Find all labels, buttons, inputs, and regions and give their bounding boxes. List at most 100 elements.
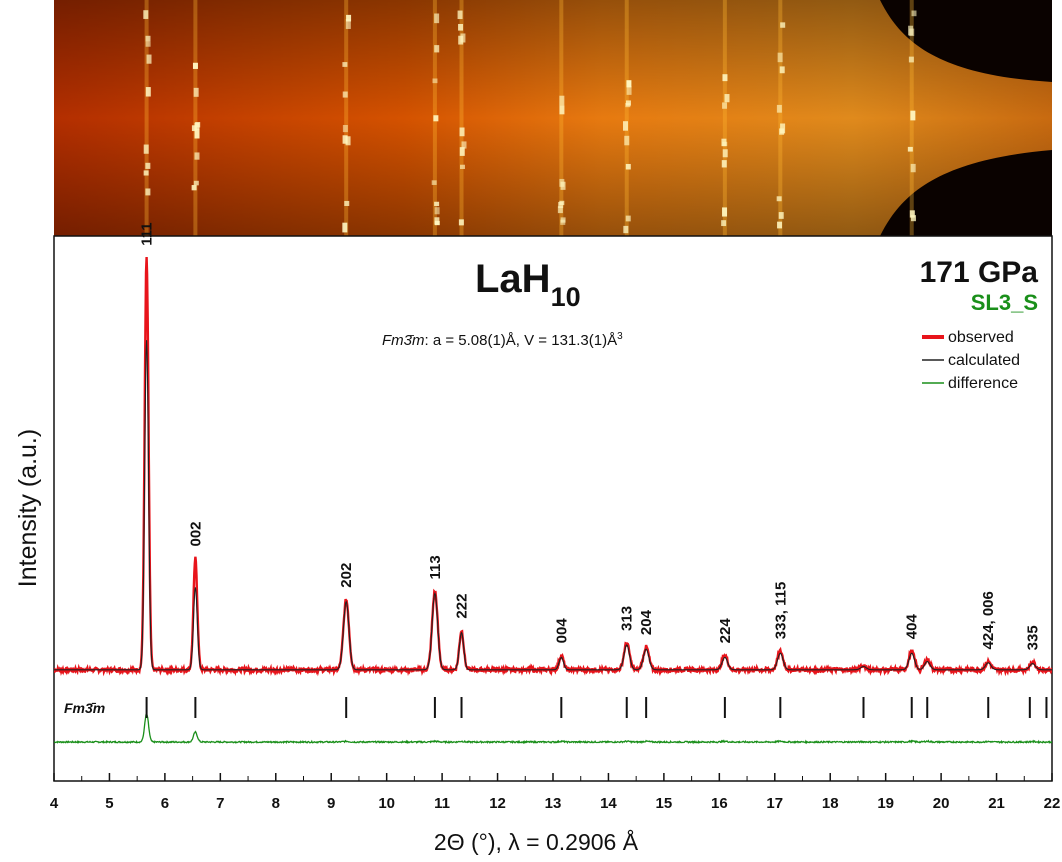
- diffraction-spot: [778, 212, 784, 219]
- series-difference-line: [54, 712, 1052, 745]
- detector-image: [54, 0, 1052, 236]
- peak-label: 113: [427, 555, 444, 579]
- diffraction-spot: [194, 122, 200, 130]
- peak-label: 404: [904, 614, 921, 640]
- diffraction-spot: [459, 147, 465, 156]
- diffraction-spot: [145, 87, 151, 97]
- diffraction-spot: [623, 121, 629, 131]
- diffraction-spot: [143, 170, 149, 176]
- detector-rings: [143, 0, 917, 236]
- diffraction-spot: [193, 87, 199, 97]
- diffraction-spot: [459, 164, 465, 169]
- diffraction-spot: [434, 201, 440, 207]
- x-tick-label: 7: [216, 795, 224, 812]
- diffraction-ring: [193, 0, 198, 236]
- diffraction-spot: [346, 14, 352, 22]
- diffraction-ring: [624, 0, 629, 236]
- peak-label: 333, 115: [772, 582, 789, 640]
- diffraction-spot: [461, 141, 467, 149]
- peak-label: 002: [187, 521, 204, 546]
- diffraction-spot: [433, 115, 439, 122]
- diffraction-spot: [191, 185, 197, 191]
- x-tick-label: 17: [766, 795, 783, 812]
- diffraction-spot: [434, 207, 440, 215]
- legend-label: difference: [948, 375, 1018, 392]
- diffraction-ring: [778, 0, 783, 236]
- x-tick-label: 11: [434, 795, 450, 812]
- diffraction-spot: [911, 10, 917, 17]
- series-calculated-line: [54, 340, 1052, 671]
- legend: observed calculated difference: [922, 329, 1020, 392]
- x-axis-title: 2Θ (°), λ = 0.2906 Å: [434, 828, 639, 855]
- diffraction-spot: [626, 80, 632, 88]
- peak-label: 004: [553, 618, 570, 644]
- diffraction-spot: [460, 33, 466, 43]
- x-tick-label: 18: [822, 795, 839, 812]
- diffraction-spot: [342, 62, 348, 67]
- diffraction-spot: [908, 25, 914, 36]
- diffraction-ring: [344, 0, 349, 236]
- diffraction-spot: [779, 128, 785, 135]
- diffraction-spot: [624, 135, 630, 146]
- diffraction-spot: [342, 125, 348, 133]
- reflection-markers: [145, 697, 1048, 718]
- diffraction-spot: [434, 217, 440, 225]
- diffraction-spot: [625, 163, 631, 170]
- x-tick-label: 22: [1044, 795, 1061, 812]
- diffraction-spot: [146, 54, 152, 64]
- peak-label: 313: [619, 606, 636, 631]
- legend-label: observed: [948, 329, 1014, 346]
- diffraction-spot: [908, 56, 914, 63]
- diffraction-ring: [459, 0, 464, 236]
- x-tick-label: 15: [656, 795, 673, 812]
- diffraction-spot: [342, 91, 348, 98]
- diffraction-spot: [143, 10, 149, 19]
- peak-label: 222: [454, 594, 471, 619]
- diffraction-spot: [145, 41, 151, 47]
- y-axis-title: Intensity (a.u.): [14, 429, 42, 587]
- diffraction-spot: [193, 180, 199, 186]
- diffraction-spot: [557, 206, 563, 214]
- diffraction-spot: [909, 210, 915, 218]
- reflection-marker-label: Fm3̄m: [64, 700, 105, 716]
- diffraction-spot: [344, 200, 350, 206]
- diffraction-spot: [459, 127, 465, 137]
- x-tick-label: 12: [489, 795, 506, 812]
- diffraction-spot: [780, 123, 786, 134]
- diffraction-spot: [432, 78, 438, 84]
- diffraction-spot: [722, 207, 728, 217]
- chart-title: LaH10: [475, 257, 581, 312]
- diffraction-spot: [776, 104, 782, 113]
- diffraction-spot: [145, 188, 151, 196]
- diffraction-spot: [722, 74, 728, 82]
- diffraction-spot: [722, 102, 728, 109]
- peak-labels: 111 002 202 113 222 004 313 204 224 333, 115 404 42…: [139, 222, 1042, 650]
- diffraction-spot: [145, 162, 151, 169]
- diffraction-spot: [623, 225, 629, 234]
- diffraction-spot: [143, 144, 149, 154]
- diffraction-spot: [342, 135, 348, 144]
- diffraction-spot: [194, 152, 200, 160]
- diffraction-spot: [342, 222, 348, 233]
- detector-shadow-bottom: [880, 150, 1052, 236]
- diffraction-ring: [722, 0, 727, 236]
- diffraction-spot: [345, 19, 351, 29]
- diffraction-spot: [458, 219, 464, 226]
- diffraction-spot: [724, 94, 730, 103]
- x-axis: 4 5 6 7 8 9 10 11 12 13 14 15 16 17 18 19 20 21 22: [50, 773, 1061, 812]
- diffraction-spot: [626, 85, 632, 95]
- diffraction-spot: [910, 163, 916, 173]
- diffraction-spot: [434, 45, 440, 53]
- diffraction-spot: [907, 146, 913, 152]
- diffraction-spot: [721, 160, 727, 168]
- diffraction-spot: [559, 105, 565, 115]
- chart-subtitle: Fm3̄m: a = 5.08(1)Å, V = 131.3(1)Å3: [382, 331, 623, 349]
- x-tick-label: 8: [272, 795, 280, 812]
- plot-area: [54, 256, 1052, 745]
- diffraction-spot: [192, 62, 198, 69]
- legend-label: calculated: [948, 352, 1020, 369]
- peak-label: 111: [139, 222, 156, 245]
- diffraction-spot: [779, 66, 785, 74]
- diffraction-ring: [559, 0, 564, 236]
- detector-shadow-top: [880, 0, 1052, 82]
